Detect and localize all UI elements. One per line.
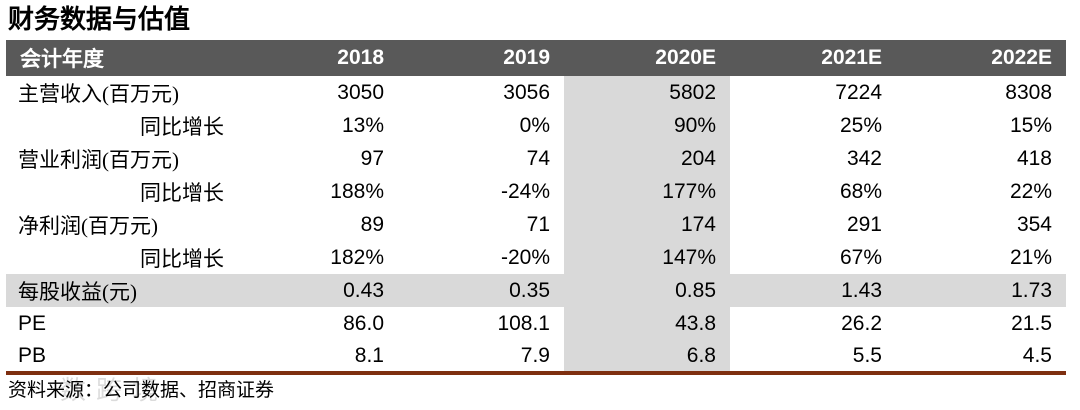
- cell-value: -24%: [500, 179, 550, 203]
- cell-value: 74: [526, 146, 550, 170]
- cell-value: 147%: [564, 241, 730, 274]
- row-label: 同比增长: [140, 246, 224, 271]
- table-header-row: 会计年度 2018 2019 2020E 2021E 2022E: [6, 40, 1066, 76]
- cell-value: 21%: [1009, 245, 1052, 269]
- cell-value: 354: [1016, 212, 1052, 236]
- row-label: 同比增长: [140, 180, 224, 205]
- header-year-2020e: 2020E: [564, 40, 730, 76]
- cell-value: 7224: [835, 80, 882, 104]
- row-label: 主营收入(百万元): [18, 81, 179, 106]
- cell-value: -20%: [500, 245, 550, 269]
- cell-value: 22%: [1009, 179, 1052, 203]
- cell-value: 8308: [1005, 80, 1052, 104]
- table-row-eps: 每股收益(元) 0.43 0.35 0.85 1.43 1.73: [6, 274, 1066, 307]
- cell-value: 89: [360, 212, 384, 236]
- row-label: 每股收益(元): [6, 274, 238, 307]
- cell-value: 1.43: [730, 274, 896, 307]
- cell-value: 6.8: [564, 340, 730, 373]
- cell-value: 5802: [564, 76, 730, 109]
- cell-value: 174: [564, 208, 730, 241]
- cell-value: 4.5: [1022, 343, 1052, 367]
- cell-value: 188%: [330, 179, 384, 203]
- cell-value: 90%: [564, 109, 730, 142]
- cell-value: 67%: [839, 245, 882, 269]
- cell-value: 0%: [519, 113, 550, 137]
- table-row-operating-profit: 营业利润(百万元) 97 74 204 342 418: [6, 142, 1066, 175]
- cell-value: 0.35: [398, 274, 564, 307]
- header-year-2021e: 2021E: [730, 40, 896, 76]
- cell-value: 71: [526, 212, 550, 236]
- page-title: 财务数据与估值: [8, 5, 191, 34]
- table-row-revenue: 主营收入(百万元) 3050 3056 5802 7224 8308: [6, 76, 1066, 109]
- row-label: 同比增长: [140, 114, 224, 139]
- cell-value: 177%: [564, 175, 730, 208]
- cell-value: 342: [846, 146, 882, 170]
- cell-value: 0.43: [238, 274, 398, 307]
- cell-value: 26.2: [841, 311, 882, 335]
- header-year-2022e: 2022E: [896, 40, 1066, 76]
- cell-value: 43.8: [564, 307, 730, 340]
- cell-value: 3056: [503, 80, 550, 104]
- cell-value: 7.9: [520, 343, 550, 367]
- cell-value: 3050: [337, 80, 384, 104]
- cell-value: 25%: [839, 113, 882, 137]
- source-note: 资料来源：公司数据、招商证券: [8, 380, 275, 401]
- cell-value: 97: [360, 146, 384, 170]
- table-row-pb: PB 8.1 7.9 6.8 5.5 4.5: [6, 340, 1066, 373]
- table-row-net-profit: 净利润(百万元) 89 71 174 291 354: [6, 208, 1066, 241]
- cell-value: 15%: [1009, 113, 1052, 137]
- row-label: PB: [18, 343, 47, 367]
- cell-value: 182%: [330, 245, 384, 269]
- header-year-2019: 2019: [398, 40, 564, 76]
- row-label: 净利润(百万元): [18, 213, 158, 238]
- financial-table: 会计年度 2018 2019 2020E 2021E 2022E 主营收入(百万…: [6, 40, 1066, 375]
- cell-value: 0.85: [564, 274, 730, 307]
- cell-value: 108.1: [497, 311, 550, 335]
- header-year-2018: 2018: [238, 40, 398, 76]
- table-row-net-profit-growth: 同比增长 182% -20% 147% 67% 21%: [6, 241, 1066, 274]
- table-row-pe: PE 86.0 108.1 43.8 26.2 21.5: [6, 307, 1066, 340]
- cell-value: 68%: [839, 179, 882, 203]
- cell-value: 291: [846, 212, 882, 236]
- row-label: PE: [18, 311, 47, 335]
- header-fiscal-year: 会计年度: [6, 40, 238, 76]
- cell-value: 418: [1016, 146, 1052, 170]
- cell-value: 1.73: [896, 274, 1066, 307]
- table-row-revenue-growth: 同比增长 13% 0% 90% 25% 15%: [6, 109, 1066, 142]
- cell-value: 8.1: [354, 343, 384, 367]
- cell-value: 21.5: [1011, 311, 1052, 335]
- cell-value: 13%: [341, 113, 384, 137]
- cell-value: 5.5: [852, 343, 882, 367]
- row-label: 营业利润(百万元): [18, 147, 179, 172]
- cell-value: 86.0: [343, 311, 384, 335]
- cell-value: 204: [564, 142, 730, 175]
- table-row-operating-profit-growth: 同比增长 188% -24% 177% 68% 22%: [6, 175, 1066, 208]
